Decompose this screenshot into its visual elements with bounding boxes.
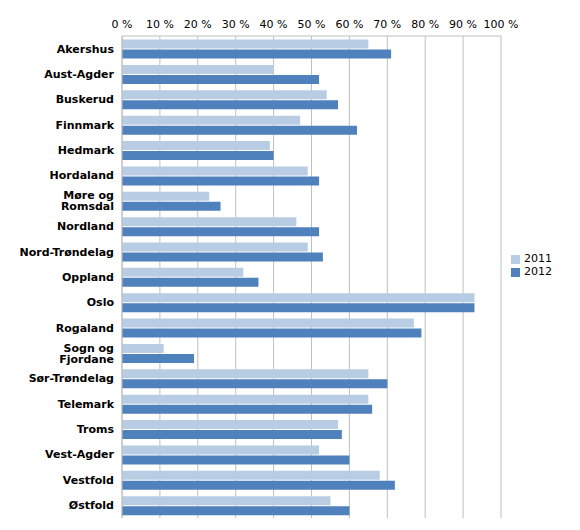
svg-text:Oppland: Oppland [62, 271, 114, 284]
svg-text:Sogn ogFjordane: Sogn ogFjordane [59, 342, 114, 366]
svg-text:10 %: 10 % [146, 18, 174, 31]
html-text:2012: 2012 [524, 265, 552, 278]
svg-text:Telemark: Telemark [58, 398, 115, 411]
svg-text:0 %: 0 % [112, 18, 133, 31]
svg-text:80 %: 80 % [411, 18, 439, 31]
svg-text:40 %: 40 % [260, 18, 288, 31]
svg-text:Nord-Trøndelag: Nord-Trøndelag [19, 246, 114, 259]
svg-text:Finnmark: Finnmark [55, 119, 114, 132]
svg-text:100 %: 100 % [484, 18, 519, 31]
svg-text:Østfold: Østfold [69, 499, 114, 512]
svg-text:Troms: Troms [77, 423, 115, 436]
svg-text:50 %: 50 % [298, 18, 326, 31]
svg-text:20 %: 20 % [184, 18, 212, 31]
svg-text:Vestfold: Vestfold [63, 474, 114, 487]
svg-text:Oslo: Oslo [87, 296, 115, 309]
svg-text:Sør-Trøndelag: Sør-Trøndelag [29, 372, 114, 385]
svg-text:Buskerud: Buskerud [56, 93, 114, 106]
svg-text:Vest-Agder: Vest-Agder [45, 448, 114, 461]
svg-text:60 %: 60 % [335, 18, 363, 31]
svg-text:Hedmark: Hedmark [58, 144, 115, 157]
svg-text:Aust-Agder: Aust-Agder [44, 68, 114, 81]
svg-text:Nordland: Nordland [57, 220, 114, 233]
svg-text:Hordaland: Hordaland [50, 169, 114, 182]
svg-text:90 %: 90 % [449, 18, 477, 31]
svg-text:70 %: 70 % [373, 18, 401, 31]
svg-text:Møre ogRomsdal: Møre ogRomsdal [61, 189, 114, 213]
svg-text:Akershus: Akershus [57, 43, 115, 56]
svg-text:Rogaland: Rogaland [56, 322, 114, 335]
svg-text:30 %: 30 % [222, 18, 250, 31]
html-text:2011: 2011 [524, 252, 552, 265]
